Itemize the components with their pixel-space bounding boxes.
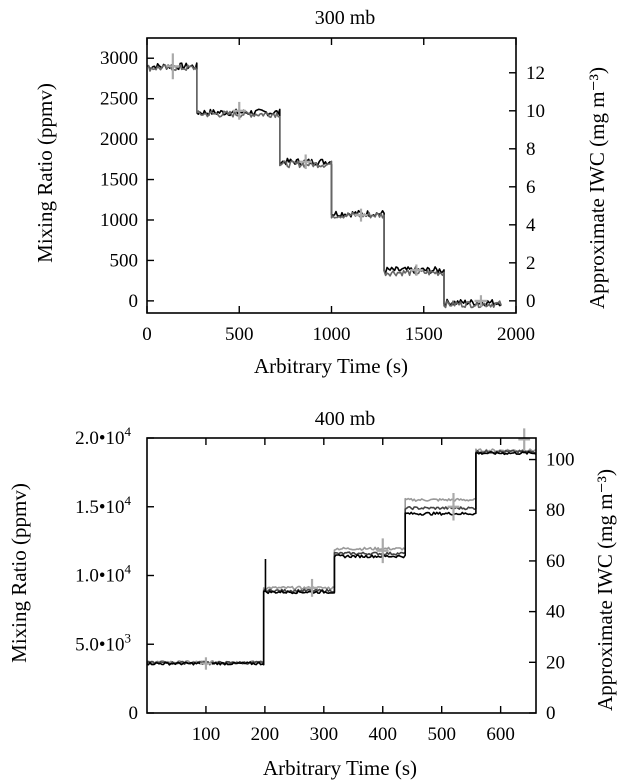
error-bar-marker bbox=[306, 578, 318, 597]
x-axis-label: Arbitrary Time (s) bbox=[254, 354, 408, 378]
x-tick-label: 0 bbox=[142, 324, 152, 345]
y2-tick-label: 80 bbox=[546, 500, 565, 521]
y-tick-label: 2500 bbox=[100, 89, 138, 110]
y-tick-exponent: 3 bbox=[125, 630, 132, 645]
x-tick-label: 1500 bbox=[405, 324, 443, 345]
chart-title: 300 mb bbox=[315, 7, 376, 29]
y2-tick-label: 0 bbox=[546, 703, 556, 724]
error-bar-marker bbox=[299, 154, 313, 170]
x-tick-label: 600 bbox=[486, 724, 515, 745]
plot-frame bbox=[146, 437, 537, 714]
x-tick-label: 500 bbox=[427, 724, 456, 745]
y-tick-label: 1500 bbox=[100, 170, 138, 191]
y2-tick-label: 40 bbox=[546, 602, 565, 623]
axis-ticks: 100 200 300 400 500 60005.0•1031.0•1041.5•104… bbox=[75, 424, 574, 745]
error-bar-marker bbox=[200, 657, 212, 670]
plot-area bbox=[146, 428, 537, 670]
y-tick-label: 1.0•104 bbox=[75, 562, 131, 587]
y-tick-label: 0 bbox=[129, 291, 139, 312]
x-axis-label: Arbitrary Time (s) bbox=[263, 756, 417, 780]
y2-tick-label: 0 bbox=[526, 291, 536, 312]
y2-tick-label: 12 bbox=[526, 63, 545, 84]
x-tick-label: 100 bbox=[192, 724, 221, 745]
y-tick-exponent: 4 bbox=[125, 562, 132, 577]
y-axis-label: Mixing Ratio (ppmv) bbox=[7, 483, 31, 663]
y2-tick-label: 100 bbox=[546, 450, 575, 471]
chart-400mb: 400 mb 100 200 300 400 500 60005.0•1031.0•104… bbox=[7, 408, 617, 780]
x-tick-label: 200 bbox=[251, 724, 280, 745]
x-tick-label: 500 bbox=[225, 324, 254, 345]
plot-area bbox=[146, 53, 502, 309]
y-tick-label: 500 bbox=[110, 250, 139, 271]
chart-300mb: 300 mb 0 500 1000 1500 2000 0 500 1000 1500 2000 2… bbox=[33, 7, 609, 378]
y2-tick-label: 8 bbox=[526, 139, 536, 160]
y-tick-label: 2000 bbox=[100, 129, 138, 150]
y2-tick-label: 4 bbox=[526, 215, 536, 236]
series-line bbox=[146, 62, 502, 307]
series-line bbox=[146, 451, 537, 666]
x-tick-label: 1000 bbox=[313, 324, 351, 345]
y2-tick-label: 60 bbox=[546, 551, 565, 572]
error-bar-marker bbox=[354, 208, 368, 222]
series-line bbox=[146, 449, 537, 665]
x-tick-label: 400 bbox=[369, 724, 398, 745]
chart-title: 400 mb bbox=[315, 408, 376, 430]
error-bar-marker bbox=[376, 538, 389, 564]
series-line bbox=[146, 64, 502, 309]
y-tick-exponent: 4 bbox=[125, 493, 132, 508]
y-tick-label: 0 bbox=[129, 703, 139, 724]
error-bar-marker bbox=[166, 53, 180, 80]
error-bar-marker bbox=[232, 101, 246, 120]
x-tick-label: 300 bbox=[310, 724, 339, 745]
y-tick-label: 5.0•103 bbox=[75, 630, 131, 655]
y-tick-exponent: 4 bbox=[125, 424, 132, 439]
error-bar-marker bbox=[474, 295, 488, 307]
y-axis-label: Mixing Ratio (ppmv) bbox=[33, 83, 57, 263]
y-tick-label: 1000 bbox=[100, 210, 138, 231]
y2-tick-label: 10 bbox=[526, 101, 545, 122]
y2-tick-label: 20 bbox=[546, 652, 565, 673]
y-tick-label: 1.5•104 bbox=[75, 493, 131, 518]
y2-tick-label: 6 bbox=[526, 177, 536, 198]
axis-ticks: 0 500 1000 1500 2000 0 500 1000 1500 2000 2500 3000… bbox=[100, 38, 545, 345]
y2-tick-label: 2 bbox=[526, 253, 536, 274]
y2-axis-label: Approximate IWC (mg m⁻³) bbox=[585, 67, 609, 309]
y2-axis-label: Approximate IWC (mg m⁻³) bbox=[593, 469, 617, 711]
y-tick-label: 2.0•104 bbox=[75, 424, 131, 449]
x-tick-label: 2000 bbox=[497, 324, 535, 345]
y-tick-label: 3000 bbox=[100, 48, 138, 69]
error-bar-marker bbox=[447, 493, 460, 521]
error-bar-marker bbox=[518, 428, 531, 451]
error-bar-marker bbox=[409, 264, 423, 276]
series-line bbox=[146, 448, 537, 665]
